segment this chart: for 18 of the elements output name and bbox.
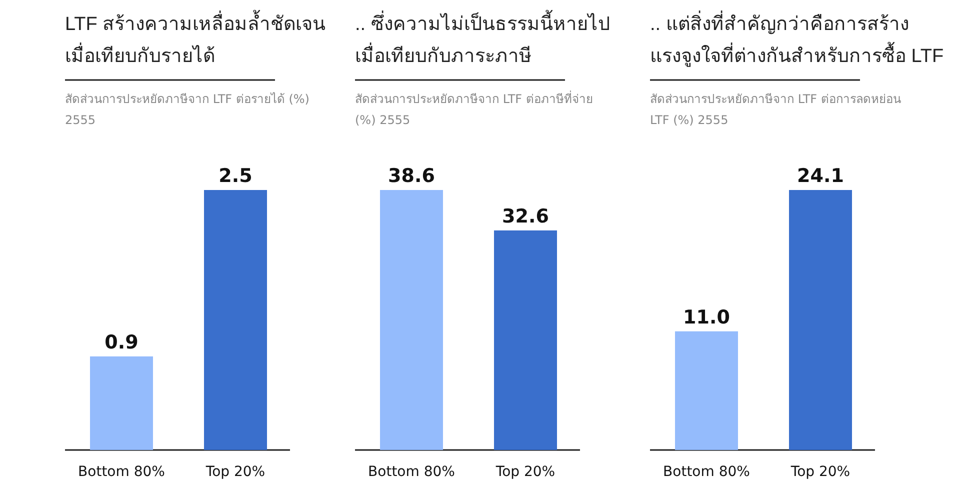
data-label: 0.9	[104, 331, 138, 354]
data-label: 24.1	[797, 165, 844, 187]
x-tick-label: Top 20%	[790, 464, 850, 480]
data-label: 32.6	[502, 205, 549, 228]
chart-subtitle: สัดส่วนการประหยัดภาษีจาก LTF ต่อการลดหย่อน LTF (%) 2555	[650, 92, 901, 127]
chart-title: LTF สร้างความเหลื่อมล้ำชัดเจน เมื่อเทียบกับรายได้	[65, 10, 326, 67]
chart-title: .. แต่สิ่งที่สำคัญกว่าคือการสร้าง แรงจูงใจที่ต่างกันสำหรับการซื้อ LTF	[650, 10, 944, 67]
chart-subtitle: สัดส่วนการประหยัดภาษีจาก LTF ต่อรายได้ (%) 2555	[65, 92, 310, 127]
x-tick-label: Bottom 80%	[78, 464, 165, 480]
x-tick-label: Top 20%	[204, 464, 266, 480]
x-tick-label: Top 20%	[494, 464, 556, 480]
data-label: 2.5	[218, 165, 252, 187]
data-label: 38.6	[388, 165, 435, 187]
data-label: 11.0	[683, 306, 730, 328]
x-tick-label: Bottom 80%	[663, 464, 750, 480]
chart-subtitle: สัดส่วนการประหยัดภาษีจาก LTF ต่อภาษีที่จ่าย (%) 2555	[355, 90, 593, 127]
chart-title: .. ซึ่งความไม่เป็นธรรมนี้หายไป เมื่อเทียบกับภาระภาษี	[355, 10, 610, 67]
x-tick-label: Bottom 80%	[368, 464, 455, 480]
